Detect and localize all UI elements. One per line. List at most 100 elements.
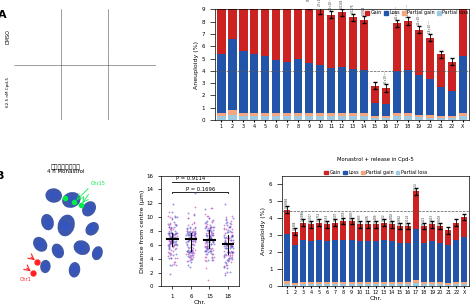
Point — [167, 235, 175, 240]
Point — [167, 238, 175, 243]
Bar — [437, 118, 445, 120]
Point — [203, 233, 211, 238]
Point — [223, 265, 231, 270]
Point — [203, 247, 211, 252]
Point — [166, 236, 174, 241]
Bar — [381, 284, 387, 286]
Point — [222, 202, 229, 207]
Point — [173, 214, 181, 219]
Point — [202, 238, 210, 243]
Point — [167, 236, 174, 241]
Point — [167, 233, 174, 238]
Point — [207, 250, 215, 255]
Point — [203, 213, 210, 218]
Point — [222, 263, 229, 268]
Point — [186, 228, 194, 233]
Point — [207, 246, 215, 251]
Bar — [421, 226, 427, 243]
Ellipse shape — [135, 36, 148, 49]
Point — [203, 237, 211, 242]
Bar — [338, 67, 346, 113]
Point — [191, 232, 198, 237]
Text: 0.06886: 0.06886 — [301, 210, 305, 221]
Bar — [429, 282, 435, 284]
Point — [168, 240, 175, 245]
Point — [165, 247, 173, 252]
Bar — [458, 113, 467, 116]
Point — [165, 250, 173, 255]
Bar — [413, 280, 419, 283]
Bar — [437, 282, 443, 284]
Point — [222, 234, 230, 239]
Point — [221, 237, 228, 242]
Text: DMSO: DMSO — [6, 30, 10, 44]
Point — [209, 239, 217, 244]
Bar — [453, 284, 459, 286]
Point — [183, 242, 191, 247]
Point — [224, 253, 232, 257]
Point — [225, 225, 233, 229]
Point — [223, 245, 230, 250]
Point — [225, 241, 232, 246]
Point — [209, 251, 216, 256]
Point — [228, 252, 236, 257]
Text: 0.03114: 0.03114 — [406, 213, 410, 225]
Point — [173, 230, 180, 235]
Point — [202, 259, 210, 264]
Point — [226, 221, 234, 226]
Bar — [415, 117, 423, 120]
Point — [229, 240, 237, 245]
Bar — [381, 240, 387, 282]
Point — [210, 241, 217, 246]
Point — [191, 229, 198, 234]
Bar — [447, 118, 456, 120]
Point — [188, 251, 196, 256]
Point — [205, 228, 212, 233]
Point — [226, 238, 234, 243]
Point — [169, 248, 177, 253]
Point — [165, 229, 173, 233]
Point — [203, 224, 210, 229]
Ellipse shape — [33, 31, 37, 36]
Text: 0:40: 0:40 — [111, 13, 122, 18]
Point — [168, 215, 175, 220]
Point — [183, 229, 191, 233]
Point — [209, 232, 216, 237]
Bar — [340, 240, 346, 282]
Bar — [349, 113, 357, 116]
Point — [201, 244, 209, 249]
Point — [228, 256, 235, 261]
Bar — [461, 217, 467, 237]
Point — [190, 221, 198, 226]
Point — [191, 238, 199, 243]
Point — [165, 224, 173, 229]
Ellipse shape — [36, 240, 43, 248]
Point — [204, 247, 211, 252]
Legend: Gain, Loss, Partial gain, Partial loss: Gain, Loss, Partial gain, Partial loss — [323, 169, 428, 176]
Point — [229, 249, 237, 254]
Point — [222, 246, 229, 251]
Ellipse shape — [57, 215, 75, 236]
Bar — [360, 113, 368, 116]
Point — [201, 258, 209, 263]
Bar — [381, 223, 387, 240]
Bar — [316, 282, 322, 284]
Bar — [389, 241, 395, 282]
Bar — [316, 116, 324, 120]
Point — [227, 225, 234, 229]
Point — [221, 246, 228, 251]
Y-axis label: Aneuploidy (%): Aneuploidy (%) — [194, 41, 199, 89]
Point — [207, 234, 214, 239]
Text: 4 h Monastrol: 4 h Monastrol — [47, 169, 85, 174]
Point — [228, 233, 236, 238]
Point — [206, 245, 214, 250]
Point — [171, 259, 179, 264]
Point — [207, 233, 214, 238]
Point — [189, 229, 197, 233]
Bar — [294, 0, 302, 59]
Bar — [348, 240, 355, 282]
Bar — [284, 281, 290, 284]
Point — [186, 250, 193, 255]
Text: 1.8×10⁻¹⁰: 1.8×10⁻¹⁰ — [406, 3, 410, 17]
Point — [166, 222, 174, 227]
